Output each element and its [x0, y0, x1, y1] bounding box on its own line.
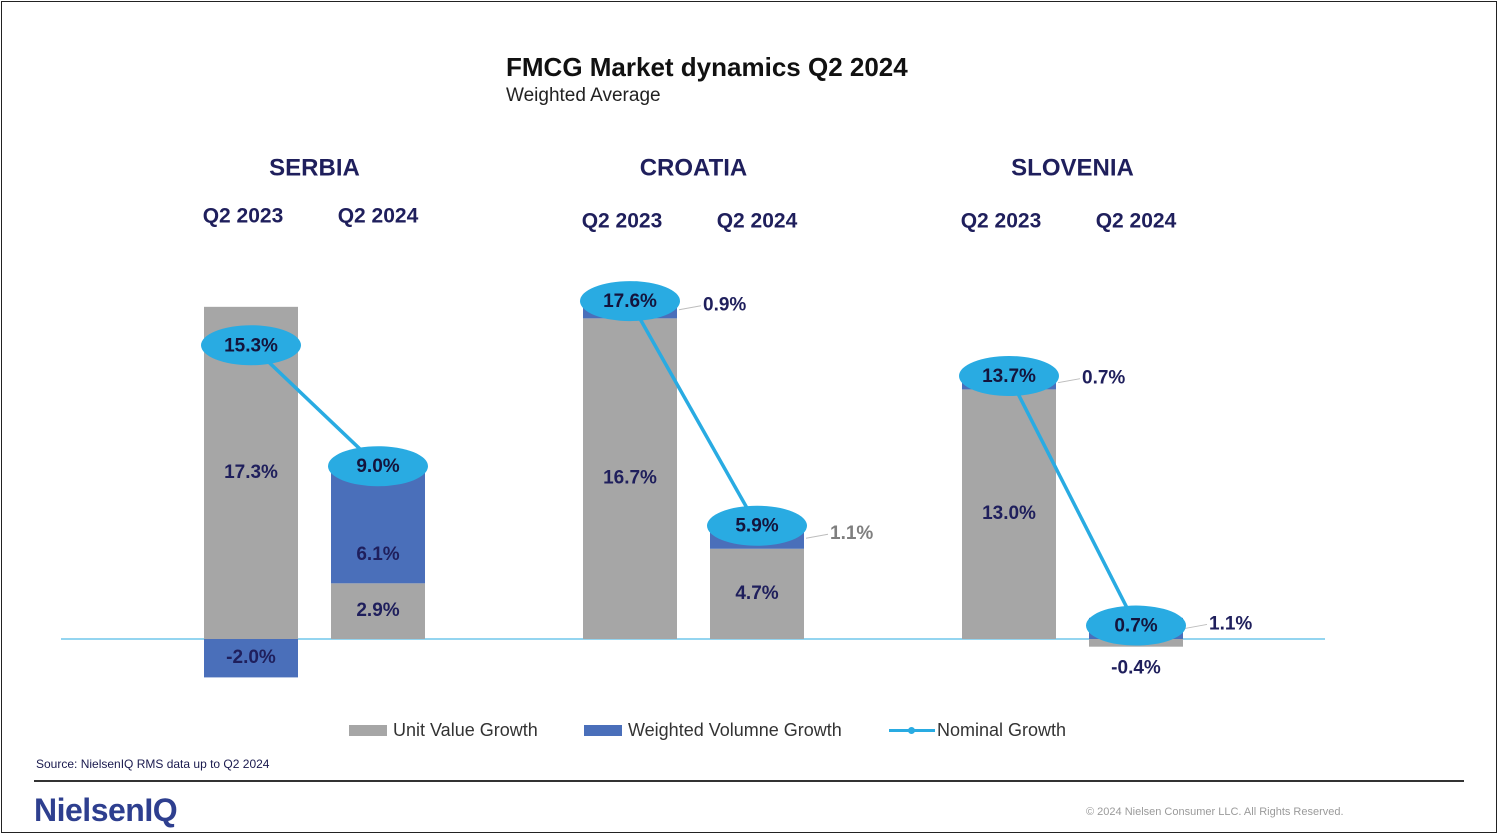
bar-unit-value-growth	[962, 389, 1056, 639]
data-label-weighted-volume: 6.1%	[356, 544, 399, 565]
data-label-weighted-volume: 1.1%	[830, 523, 873, 544]
legend-swatch-unit-value	[349, 725, 387, 736]
nominal-growth-line	[249, 343, 380, 468]
bar-unit-value-growth	[710, 548, 804, 639]
data-label-nominal: 13.7%	[982, 366, 1036, 387]
period-label: Q2 2024	[717, 210, 798, 233]
nominal-growth-bubble	[580, 281, 680, 322]
data-label-nominal: 0.7%	[1114, 616, 1157, 637]
label-leader-line	[678, 305, 702, 311]
data-label-weighted-volume: -2.0%	[226, 647, 276, 668]
data-label-unit-value: 4.7%	[735, 583, 778, 604]
nominal-growth-line	[628, 300, 759, 527]
data-label-unit-value: 13.0%	[982, 503, 1036, 524]
footer-divider	[34, 780, 1464, 782]
label-leader-line	[805, 533, 829, 539]
nominal-growth-bubble	[959, 355, 1059, 396]
copyright-text: © 2024 Nielsen Consumer LLC. All Rights …	[1086, 806, 1344, 818]
nominal-growth-bubble	[201, 325, 301, 366]
legend-label-unit-value: Unit Value Growth	[393, 720, 538, 740]
country-label-slovenia: SLOVENIA	[1011, 154, 1134, 181]
bar-weighted-volume-growth	[204, 639, 298, 678]
nominal-growth-bubble	[328, 446, 428, 487]
data-label-unit-value: 2.9%	[356, 600, 399, 621]
data-label-nominal: 15.3%	[224, 335, 278, 356]
data-label-unit-value: 16.7%	[603, 468, 657, 489]
data-label-nominal: 9.0%	[356, 456, 399, 477]
data-label-weighted-volume: 0.7%	[1082, 368, 1125, 389]
data-label-weighted-volume: 1.1%	[1209, 613, 1252, 634]
bar-unit-value-growth	[331, 583, 425, 639]
data-label-unit-value: -0.4%	[1111, 658, 1161, 679]
data-label-weighted-volume: 0.9%	[703, 295, 746, 316]
legend-label-weighted-volume: Weighted Volumne Growth	[628, 720, 842, 740]
legend-weighted-volume: Weighted Volumne Growth	[584, 720, 842, 741]
nominal-growth-bubble	[707, 505, 807, 546]
period-label: Q2 2023	[203, 205, 284, 228]
period-label: Q2 2024	[338, 205, 419, 228]
legend-swatch-weighted-volume	[584, 725, 622, 736]
data-label-nominal: 17.6%	[603, 291, 657, 312]
nielseniq-logo: NielsenIQ	[34, 792, 178, 828]
chart-legend: Unit Value Growth Weighted Volumne Growt…	[0, 720, 1500, 744]
data-label-nominal: 5.9%	[735, 516, 778, 537]
period-label: Q2 2024	[1096, 210, 1177, 233]
period-label: Q2 2023	[582, 210, 663, 233]
legend-label-nominal: Nominal Growth	[937, 720, 1067, 740]
label-leader-line	[1057, 378, 1081, 384]
legend-nominal: Nominal Growth	[889, 720, 1066, 741]
source-note: Source: NielsenIQ RMS data up to Q2 2024	[36, 757, 270, 771]
nominal-growth-bubble	[1086, 605, 1186, 646]
country-label-croatia: CROATIA	[640, 154, 748, 181]
chart-title: FMCG Market dynamics Q2 2024	[506, 52, 908, 82]
nominal-growth-line	[1007, 375, 1138, 627]
data-label-unit-value: 17.3%	[224, 462, 278, 483]
legend-swatch-nominal	[889, 724, 935, 738]
label-leader-line	[1184, 623, 1208, 629]
period-label: Q2 2023	[961, 210, 1042, 233]
country-label-serbia: SERBIA	[269, 154, 360, 181]
legend-unit-value: Unit Value Growth	[349, 720, 538, 741]
chart-subtitle: Weighted Average	[506, 85, 661, 106]
bar-unit-value-growth	[583, 318, 677, 639]
